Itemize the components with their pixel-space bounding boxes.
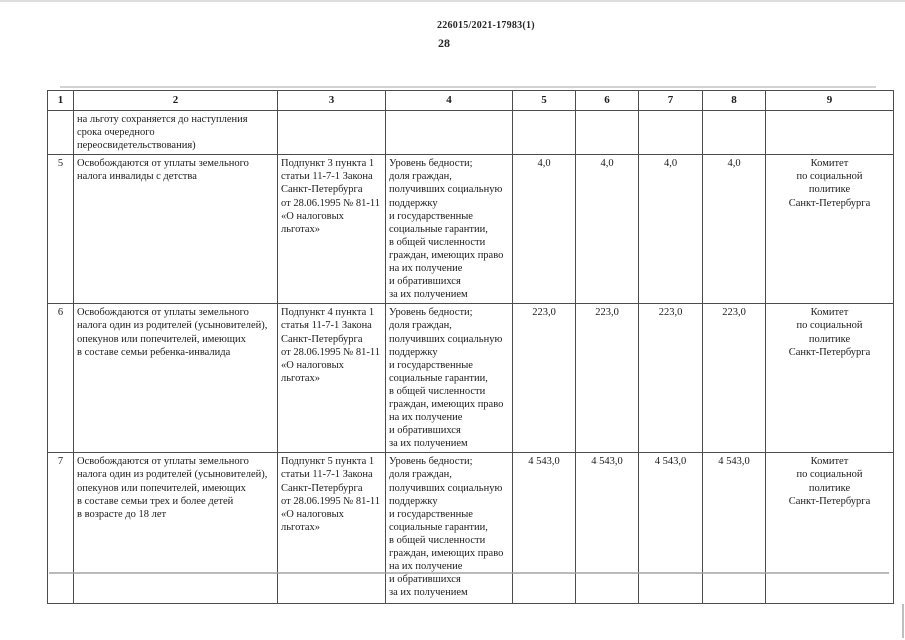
table-row-7: 7 Освобождаются от уплаты земельного нал…	[47, 452, 894, 605]
column-header-6: 6	[575, 90, 639, 111]
column-header-7: 7	[638, 90, 703, 111]
legal-basis-cell: Подпункт 4 пункта 1 статья 11-7-1 Закона…	[277, 303, 386, 454]
table-row-5: 5 Освобождаются от уплаты земельного нал…	[47, 154, 894, 305]
table-row-6: 6 Освобождаются от уплаты земельного нал…	[47, 303, 894, 454]
value-cell: 4,0	[512, 154, 576, 305]
empty-cell	[512, 109, 576, 156]
scan-artifact-right-edge	[902, 604, 904, 638]
empty-cell	[385, 109, 513, 156]
column-header-3: 3	[277, 90, 386, 111]
empty-cell	[702, 109, 766, 156]
row-number-cell	[47, 109, 74, 156]
column-header-5: 5	[512, 90, 576, 111]
scan-artifact-table-top	[60, 86, 876, 88]
indicator-cell: Уровень бедности; доля граждан, получивш…	[385, 303, 513, 454]
executor-cell: Комитет по социальной политике Санкт-Пет…	[765, 303, 894, 454]
column-header-8: 8	[702, 90, 766, 111]
value-cell: 4 543,0	[575, 452, 639, 605]
row-number-cell: 6	[47, 303, 74, 454]
table-header-row: 1 2 3 4 5 6 7 8 9	[47, 90, 894, 111]
column-header-1: 1	[47, 90, 74, 111]
value-cell: 223,0	[575, 303, 639, 454]
table-row-continuation: на льготу сохраняется до наступления сро…	[47, 109, 894, 156]
empty-cell	[765, 109, 894, 156]
description-cell: Освобождаются от уплаты земельного налог…	[73, 303, 278, 454]
executor-cell: Комитет по социальной политике Санкт-Пет…	[765, 154, 894, 305]
column-header-4: 4	[385, 90, 513, 111]
empty-cell	[575, 109, 639, 156]
value-cell: 4,0	[702, 154, 766, 305]
document-number: 226015/2021-17983(1)	[437, 20, 535, 31]
value-cell: 4 543,0	[702, 452, 766, 605]
value-cell: 4 543,0	[512, 452, 576, 605]
empty-cell	[638, 109, 703, 156]
description-cell: на льготу сохраняется до наступления сро…	[73, 109, 278, 156]
legal-basis-cell: Подпункт 3 пункта 1 статьи 11-7-1 Закона…	[277, 154, 386, 305]
value-cell: 223,0	[638, 303, 703, 454]
value-cell: 4 543,0	[638, 452, 703, 605]
indicator-cell: Уровень бедности; доля граждан, получивш…	[385, 154, 513, 305]
value-cell: 4,0	[575, 154, 639, 305]
value-cell: 4,0	[638, 154, 703, 305]
legal-basis-cell: Подпункт 5 пункта 1 статьи 11-7-1 Закона…	[277, 452, 386, 605]
row-number-cell: 5	[47, 154, 74, 305]
column-header-2: 2	[73, 90, 278, 111]
empty-cell	[277, 109, 386, 156]
column-header-9: 9	[765, 90, 894, 111]
scan-artifact-top-edge	[0, 0, 905, 2]
row-number-cell: 7	[47, 452, 74, 605]
page-number: 28	[438, 36, 450, 50]
benefits-table: 1 2 3 4 5 6 7 8 9 на льготу сохраняется …	[47, 90, 894, 605]
description-cell: Освобождаются от уплаты земельного налог…	[73, 154, 278, 305]
scan-artifact-table-bottom	[49, 572, 889, 574]
indicator-cell: Уровень бедности; доля граждан, получивш…	[385, 452, 513, 605]
executor-cell: Комитет по социальной политике Санкт-Пет…	[765, 452, 894, 605]
value-cell: 223,0	[702, 303, 766, 454]
value-cell: 223,0	[512, 303, 576, 454]
description-cell: Освобождаются от уплаты земельного налог…	[73, 452, 278, 605]
